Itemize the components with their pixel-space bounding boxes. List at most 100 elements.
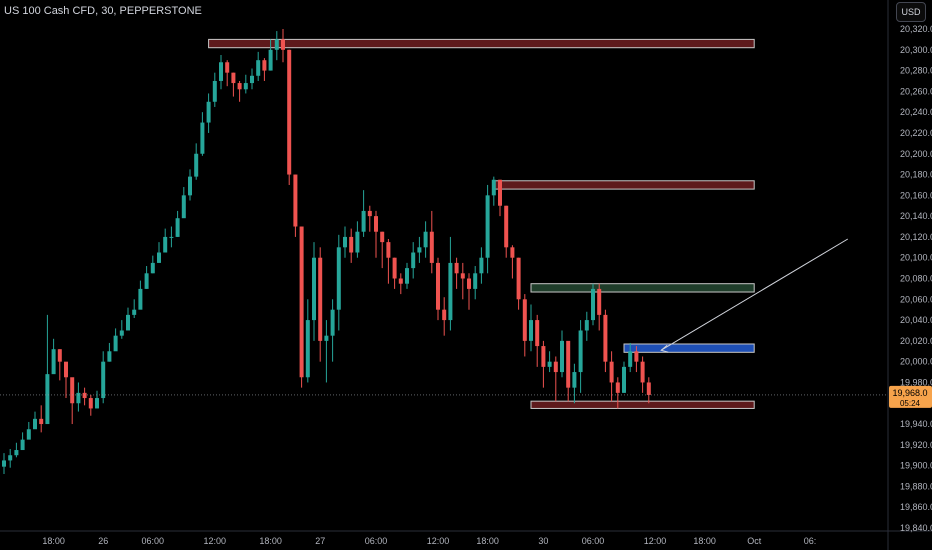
candle-body: [237, 83, 242, 90]
y-tick-label: 20,020.0: [900, 336, 932, 346]
x-tick-label: 26: [98, 536, 108, 546]
candle-body: [274, 39, 279, 50]
zone-top-red: [208, 38, 755, 49]
y-tick-label: 20,000.0: [900, 357, 932, 367]
price-badge-countdown: 05:24: [900, 399, 921, 408]
candle-body: [634, 351, 639, 362]
y-tick-label: 20,200.0: [900, 149, 932, 159]
candle-body: [45, 374, 50, 425]
candle-body: [82, 392, 87, 399]
candle-body: [553, 361, 558, 373]
candle-body: [417, 247, 422, 253]
candle-body: [281, 39, 285, 50]
candle-body: [76, 392, 81, 404]
candle-body: [144, 273, 149, 289]
candle-body: [250, 75, 254, 84]
y-tick-label: 20,260.0: [900, 86, 932, 96]
candle-body: [200, 122, 205, 154]
candle-body: [64, 361, 68, 378]
candle-body: [126, 314, 130, 331]
x-tick-label: 18:00: [259, 536, 282, 546]
y-tick-label: 19,840.0: [900, 523, 932, 533]
candle-body: [386, 242, 391, 258]
candle-body: [584, 320, 589, 331]
candle-body: [113, 335, 118, 352]
candle-body: [39, 418, 44, 425]
y-tick-label: 20,300.0: [900, 45, 932, 55]
candle-body: [150, 262, 155, 274]
currency-button[interactable]: USD: [896, 2, 926, 22]
candle-body: [70, 377, 75, 404]
candle-body: [504, 205, 509, 248]
candle-body: [181, 195, 186, 219]
y-tick-label: 20,080.0: [900, 274, 932, 284]
candle-body: [355, 231, 360, 253]
y-tick-label: 20,120.0: [900, 232, 932, 242]
candle-body: [361, 210, 366, 232]
y-tick-label: 20,220.0: [900, 128, 932, 138]
candle-body: [169, 236, 174, 238]
y-tick-label: 19,860.0: [900, 502, 932, 512]
candle-body: [219, 62, 223, 81]
y-tick-label: 20,280.0: [900, 66, 932, 76]
zone-bottom-red: [530, 400, 755, 409]
candle-body: [2, 460, 6, 467]
candle-body: [262, 60, 267, 71]
candle-body: [473, 273, 478, 289]
candle-body: [572, 372, 577, 388]
x-tick-label: 06:00: [582, 536, 605, 546]
candle-body: [411, 252, 416, 269]
x-tick-label: 12:00: [204, 536, 227, 546]
y-tick-label: 20,240.0: [900, 107, 932, 117]
candle-body: [429, 231, 434, 263]
candle-body: [510, 247, 515, 258]
candle-body: [535, 320, 540, 347]
candle-body: [256, 60, 261, 76]
candle-body: [20, 439, 25, 451]
candle-body: [448, 262, 453, 321]
x-tick-label: Oct: [747, 536, 762, 546]
candle-body: [454, 262, 459, 274]
candle-body: [175, 218, 180, 237]
x-tick-label: 06:: [804, 536, 817, 546]
candle-body: [231, 72, 236, 84]
y-tick-label: 20,140.0: [900, 211, 932, 221]
candle-body: [14, 450, 19, 456]
candle-body: [57, 349, 62, 362]
candle-body: [157, 252, 161, 263]
candle-body: [398, 278, 403, 284]
candle-body: [541, 346, 546, 367]
candle-body: [101, 361, 106, 399]
y-tick-label: 19,940.0: [900, 419, 932, 429]
candle-body: [318, 257, 323, 341]
candle-body: [349, 236, 354, 253]
y-tick-label: 20,060.0: [900, 294, 932, 304]
candle-body: [330, 309, 335, 336]
candle-body: [107, 351, 112, 362]
candle-body: [640, 361, 645, 383]
price-badge: [889, 385, 932, 408]
candle-body: [206, 101, 211, 123]
candle-body: [467, 278, 471, 289]
candle-body: [498, 179, 502, 206]
candle-body: [603, 314, 608, 362]
candle-body: [460, 273, 465, 279]
trend-line: [660, 238, 849, 351]
candle-body: [51, 349, 56, 375]
zone-mid-red: [493, 180, 755, 190]
candle-body: [188, 176, 192, 196]
candle-body: [33, 418, 37, 430]
candle-body: [479, 257, 484, 274]
candle-body: [615, 382, 620, 393]
x-tick-label: 12:00: [427, 536, 450, 546]
y-tick-label: 19,900.0: [900, 461, 932, 471]
y-tick-label: 19,980.0: [900, 377, 932, 387]
candle-body: [566, 340, 571, 388]
price-badge-value: 19,968.0: [892, 388, 927, 398]
candle-body: [88, 398, 93, 409]
candle-body: [367, 210, 372, 217]
candle-body: [423, 231, 428, 248]
x-tick-label: 06:00: [365, 536, 388, 546]
candle-body: [646, 382, 651, 395]
